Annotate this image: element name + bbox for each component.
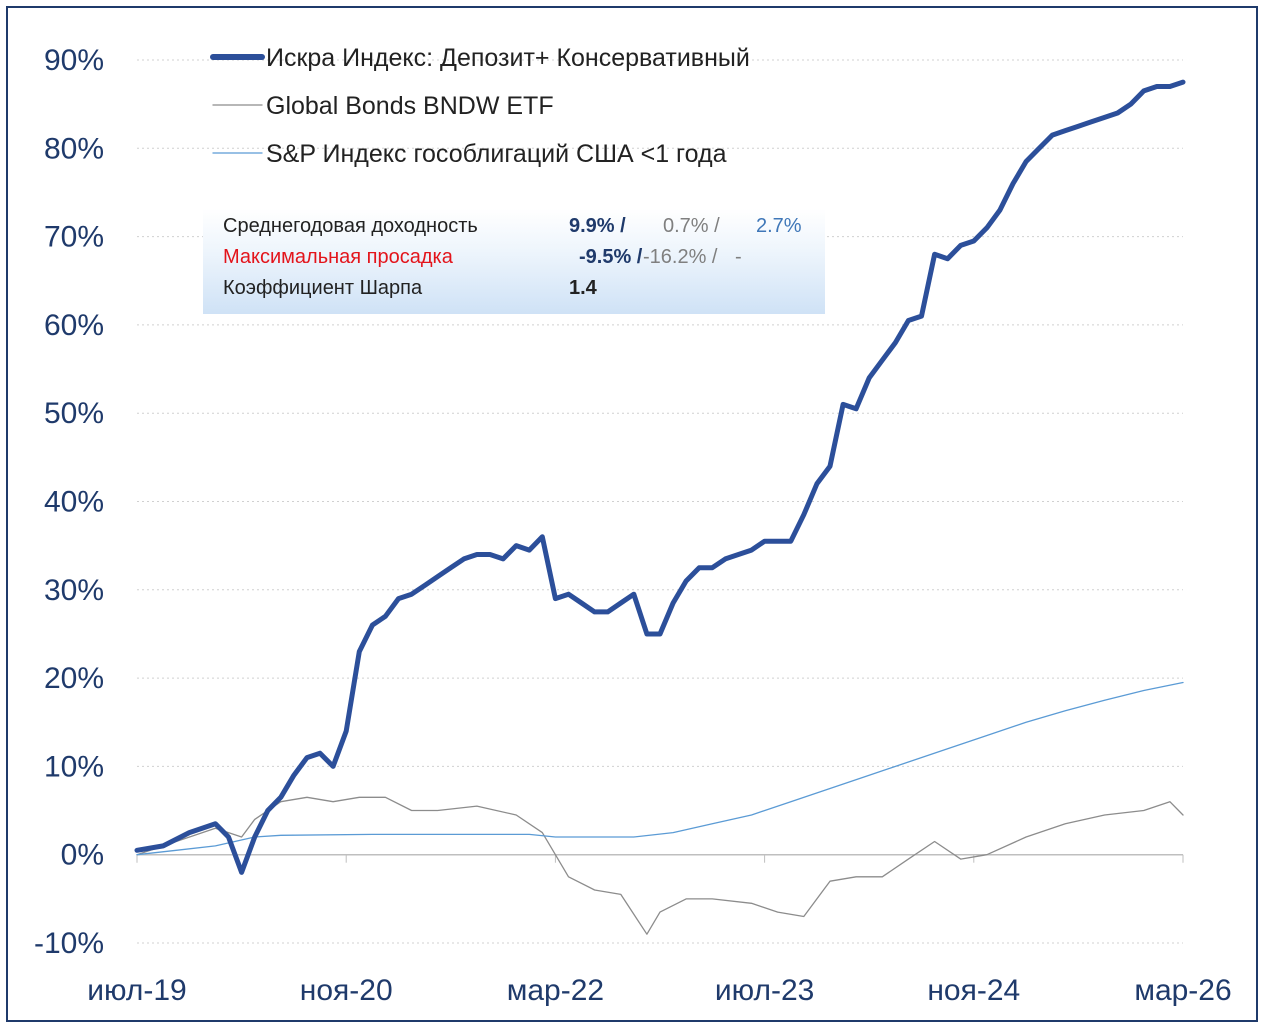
stats-value-sp: - [735,246,742,268]
y-tick-label: 20% [44,662,104,695]
series-line-3 [136,681,1184,856]
stats-panel: Среднегодовая доходность 9.9% / 0.7% / 2… [203,209,825,314]
y-tick-label: 50% [44,397,104,430]
x-tick-label: ноя-24 [927,974,1020,1007]
y-tick-label: 10% [44,750,104,783]
y-tick-label: -10% [34,927,104,960]
stats-value-iskra: 1.4 [569,277,597,299]
stats-value-iskra: 9.9% / [569,215,626,237]
x-tick-label: июл-23 [715,974,814,1007]
legend-label: Global Bonds BNDW ETF [266,92,554,120]
series-line-1 [134,79,1186,875]
y-tick-label: 30% [44,574,104,607]
stats-value-sp: 2.7% [756,215,802,237]
legend-label: S&P Индекс гособлигаций США <1 года [266,140,727,168]
series-line-2 [136,796,1184,935]
y-tick-label: 0% [61,839,104,872]
series-lines [134,79,1186,935]
y-tick-label: 90% [44,44,104,77]
x-tick-label: мар-26 [1134,974,1231,1007]
stats-label: Среднегодовая доходность [223,215,478,237]
stats-value-bndw: 0.7% / [663,215,720,237]
gridlines [137,59,1183,944]
x-tick-label: июл-19 [87,974,186,1007]
y-axis-ticks: 90% 80% 70% 60% 50% 40% 30% 20% 10% 0% -10% [34,44,104,960]
stats-value-bndw: -16.2% / [643,246,718,268]
legend-label: Искра Индекс: Депозит+ Консервативный [266,44,750,72]
x-tick-label: мар-22 [507,974,604,1007]
stats-label: Коэффициент Шарпа [223,277,423,299]
y-tick-label: 40% [44,486,104,519]
y-tick-label: 80% [44,132,104,165]
x-tick-label: ноя-20 [300,974,393,1007]
chart-frame [6,6,1258,1022]
y-tick-label: 70% [44,221,104,254]
stats-value-iskra: -9.5% / [579,246,643,268]
legend: Искра Индекс: Депозит+ Консервативный Glo… [210,44,750,168]
y-tick-label: 60% [44,309,104,342]
stats-label: Максимальная просадка [223,246,453,268]
x-axis-ticks: июл-19 ноя-20 мар-22 июл-23 ноя-24 мар-26 [87,854,1232,1007]
